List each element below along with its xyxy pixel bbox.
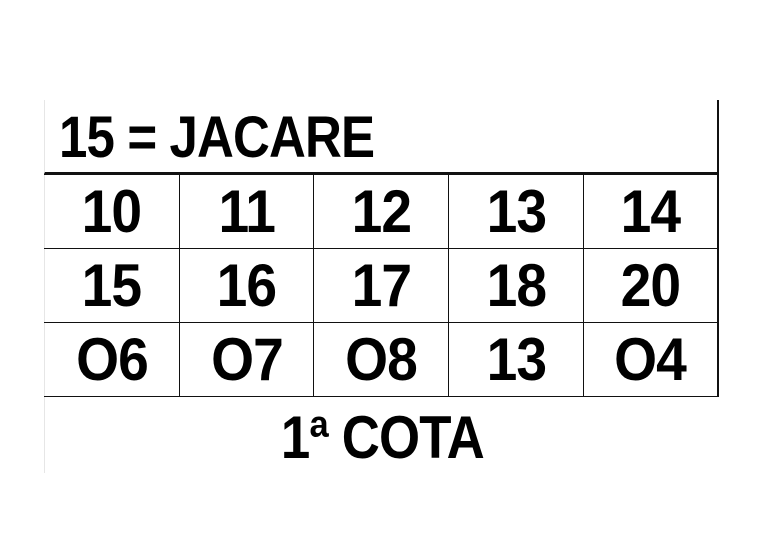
- grid-cell: 15: [44, 248, 180, 323]
- cell-value: 17: [351, 251, 412, 319]
- table-row: 15 16 17 18 20: [44, 248, 719, 323]
- grid-cell: O8: [313, 322, 450, 397]
- cell-value: 18: [486, 251, 546, 319]
- cell-value: 13: [486, 325, 546, 393]
- grid-cell: 16: [178, 248, 315, 323]
- cell-value: 11: [218, 177, 275, 245]
- footer-text: 1ª COTA: [280, 404, 484, 471]
- cell-value: 10: [82, 177, 142, 245]
- grid-cell: O4: [582, 322, 719, 397]
- cell-value: 15: [82, 251, 142, 319]
- cell-value: 14: [620, 177, 681, 245]
- grid-cell: 13: [448, 322, 584, 397]
- grid-cell: 20: [582, 248, 719, 323]
- grid-cell: 10: [44, 174, 180, 249]
- grid-cell: 18: [448, 248, 584, 323]
- grid-cell: 14: [582, 174, 719, 249]
- grid-cell: 17: [313, 248, 450, 323]
- grid-cell: 12: [313, 174, 450, 249]
- title-row: 15 = JACARE: [44, 100, 719, 174]
- cell-value: 16: [216, 251, 277, 319]
- lottery-sheet: 15 = JACARE 10 11 12 13 14 15 16 17 18 2…: [44, 100, 719, 473]
- title-text: 15 = JACARE: [59, 105, 375, 170]
- cell-value: 13: [486, 177, 546, 245]
- grid-cell: 11: [178, 174, 315, 249]
- grid-cell: 13: [448, 174, 584, 249]
- cell-value: O4: [614, 325, 687, 393]
- cell-value: 20: [620, 251, 681, 319]
- cell-value: O8: [345, 325, 418, 393]
- number-grid: 10 11 12 13 14 15 16 17 18 20 O6 O7 O8 1…: [44, 174, 719, 397]
- cell-value: O6: [75, 325, 149, 393]
- table-row: O6 O7 O8 13 O4: [44, 322, 719, 397]
- grid-cell: O6: [44, 322, 180, 397]
- cell-value: O7: [210, 325, 284, 393]
- table-row: 10 11 12 13 14: [44, 174, 719, 249]
- grid-cell: O7: [178, 322, 315, 397]
- cell-value: 12: [351, 177, 412, 245]
- footer-row: 1ª COTA: [44, 397, 719, 473]
